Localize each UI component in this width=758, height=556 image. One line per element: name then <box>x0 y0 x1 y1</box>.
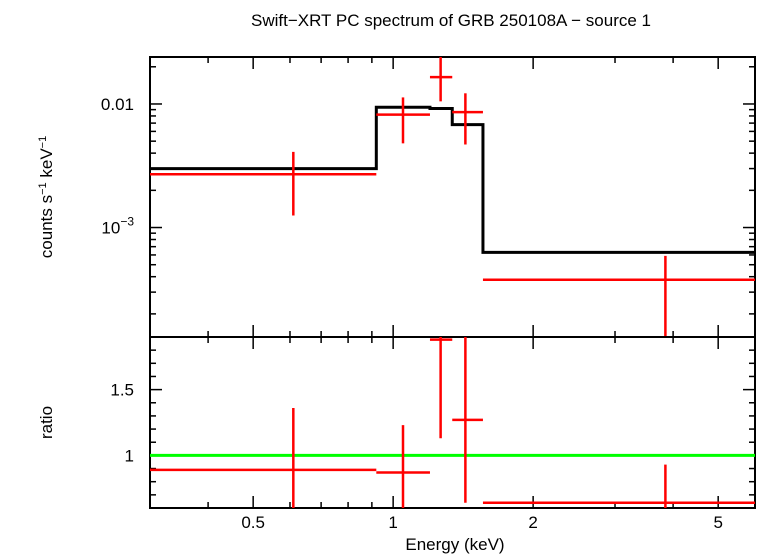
ratio-panel-frame <box>149 336 756 509</box>
x-tick-label: 0.5 <box>241 513 265 532</box>
x-axis-label: Energy (keV) <box>405 535 504 554</box>
ratio-point <box>376 425 430 508</box>
data-points <box>150 57 755 337</box>
ratio-y-tick-labels: 11.5 <box>110 381 134 466</box>
y-tick-label: 0.01 <box>101 95 134 114</box>
ratio-panel: 11.5 0.5 1 2 5 ratio Energy (keV) <box>37 336 756 554</box>
model-curve <box>150 105 755 254</box>
y-tick-label: 10−3 <box>101 215 134 238</box>
x-tick-label: 2 <box>528 513 537 532</box>
model-step-line <box>150 105 755 254</box>
ratio-point <box>429 337 453 439</box>
ratio-point <box>452 337 483 503</box>
ratio-points <box>150 337 755 508</box>
x-tick-label: 5 <box>713 513 722 532</box>
data-point <box>429 57 453 102</box>
data-point <box>452 93 483 145</box>
ylabel-part-exp1: −1 <box>37 182 49 195</box>
data-point <box>376 97 430 144</box>
ylabel-part-base: counts s <box>37 195 56 258</box>
spectrum-y-axis-label: counts s−1 keV−1 <box>37 136 56 258</box>
y-tick-label-exp: −3 <box>120 215 134 229</box>
y-tick-label-base: 10 <box>101 219 120 238</box>
chart-title: Swift−XRT PC spectrum of GRB 250108A − s… <box>251 11 651 30</box>
ylabel-part-exp2: −1 <box>37 136 49 149</box>
ratio-y-axis-label: ratio <box>37 406 56 439</box>
data-point <box>482 255 755 337</box>
spectrum-panel-ticks <box>150 57 755 337</box>
ratio-point <box>482 464 755 508</box>
x-tick-labels: 0.5 1 2 5 <box>241 513 723 532</box>
ratio-point <box>150 408 377 508</box>
x-tick-label: 1 <box>388 513 397 532</box>
y-tick-label: 1 <box>125 446 134 465</box>
y-tick-label-base: 0.01 <box>101 95 134 114</box>
data-point <box>150 151 377 216</box>
spectrum-y-tick-labels: 0.01 10−3 <box>101 95 134 238</box>
y-tick-label: 1.5 <box>110 381 134 400</box>
ylabel-part-unit: keV <box>37 148 56 183</box>
